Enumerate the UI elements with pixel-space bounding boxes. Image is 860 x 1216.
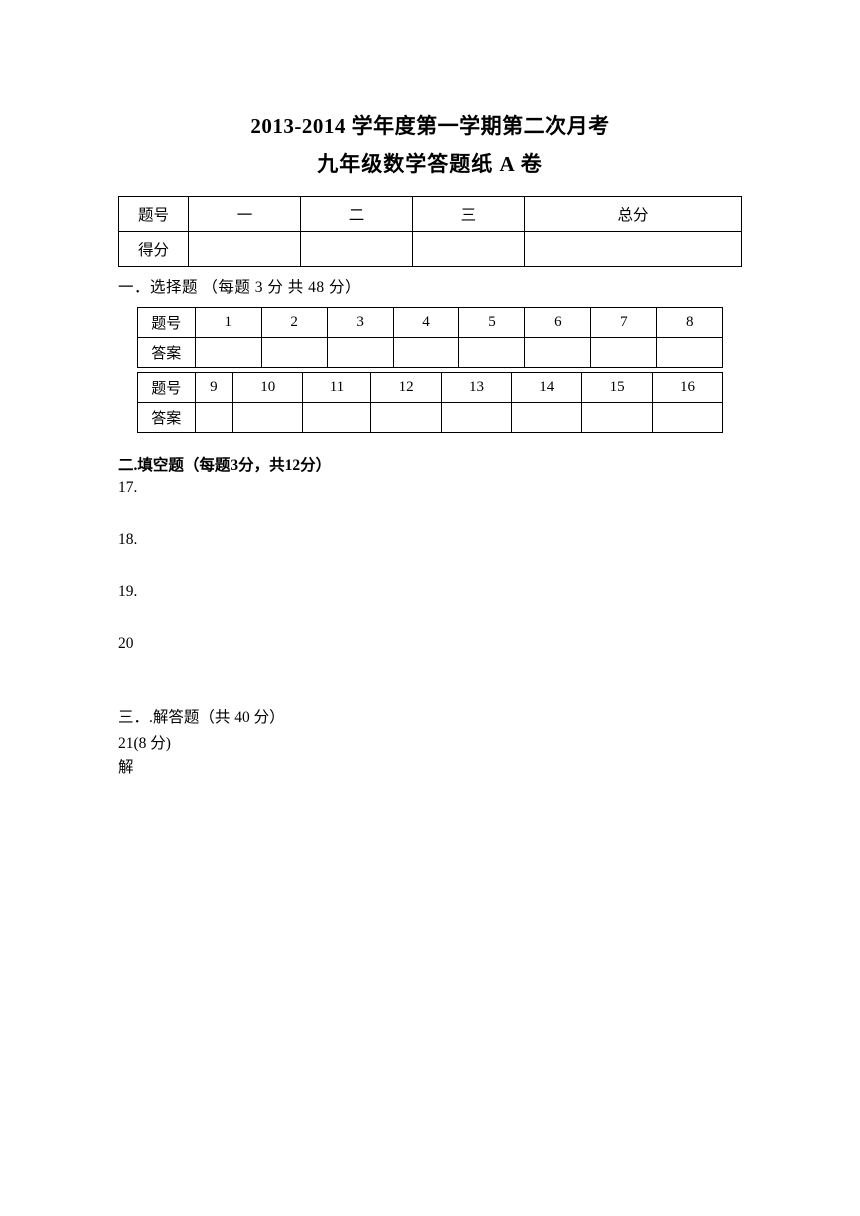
mc-answer-cell bbox=[393, 338, 459, 368]
fill-blank-item: 18. bbox=[118, 531, 742, 549]
table-row: 答案 bbox=[137, 338, 723, 368]
mc-answer-cell bbox=[327, 338, 393, 368]
question-21-label: 21(8 分) bbox=[118, 731, 742, 753]
fill-blank-item: 17. bbox=[118, 479, 742, 497]
mc-number-cell: 8 bbox=[657, 308, 723, 338]
mc-row-label: 答案 bbox=[137, 338, 195, 368]
score-summary-table: 题号 一 二 三 总分 得分 bbox=[118, 196, 742, 267]
mc-answer-cell bbox=[512, 403, 582, 433]
score-row-label: 题号 bbox=[119, 197, 189, 232]
mc-answer-cell bbox=[441, 403, 511, 433]
mc-answer-cell bbox=[582, 403, 652, 433]
score-col-header: 二 bbox=[300, 197, 412, 232]
table-row: 题号 9 10 11 12 13 14 15 16 bbox=[137, 373, 723, 403]
mc-answer-cell bbox=[652, 403, 722, 433]
multiple-choice-table-1: 题号 1 2 3 4 5 6 7 8 答案 bbox=[137, 307, 724, 368]
mc-number-cell: 11 bbox=[303, 373, 371, 403]
mc-number-cell: 10 bbox=[233, 373, 303, 403]
mc-answer-cell bbox=[195, 338, 261, 368]
mc-answer-cell bbox=[591, 338, 657, 368]
mc-number-cell: 5 bbox=[459, 308, 525, 338]
multiple-choice-table-2: 题号 9 10 11 12 13 14 15 16 答案 bbox=[137, 372, 724, 433]
mc-number-cell: 12 bbox=[371, 373, 441, 403]
solve-label: 解 bbox=[118, 755, 742, 777]
score-cell bbox=[300, 232, 412, 267]
mc-answer-cell bbox=[195, 403, 232, 433]
table-row: 答案 bbox=[137, 403, 723, 433]
title-line-1: 2013-2014 学年度第一学期第二次月考 bbox=[118, 110, 742, 140]
score-col-header: 总分 bbox=[524, 197, 741, 232]
mc-number-cell: 6 bbox=[525, 308, 591, 338]
page-title-block: 2013-2014 学年度第一学期第二次月考 九年级数学答题纸 A 卷 bbox=[118, 110, 742, 178]
mc-answer-cell bbox=[233, 403, 303, 433]
mc-answer-cell bbox=[261, 338, 327, 368]
mc-row-label: 题号 bbox=[137, 373, 195, 403]
mc-number-cell: 14 bbox=[512, 373, 582, 403]
score-row-label: 得分 bbox=[119, 232, 189, 267]
fill-blank-item: 20 bbox=[118, 635, 742, 653]
score-cell bbox=[524, 232, 741, 267]
section1-heading: 一．选择题 （每题 3 分 共 48 分） bbox=[118, 275, 742, 297]
table-row: 题号 一 二 三 总分 bbox=[119, 197, 742, 232]
mc-answer-cell bbox=[303, 403, 371, 433]
mc-row-label: 题号 bbox=[137, 308, 195, 338]
title-line-2: 九年级数学答题纸 A 卷 bbox=[118, 148, 742, 178]
mc-answer-cell bbox=[525, 338, 591, 368]
mc-number-cell: 13 bbox=[441, 373, 511, 403]
table-row: 题号 1 2 3 4 5 6 7 8 bbox=[137, 308, 723, 338]
mc-number-cell: 9 bbox=[195, 373, 232, 403]
mc-number-cell: 7 bbox=[591, 308, 657, 338]
mc-answer-cell bbox=[657, 338, 723, 368]
mc-number-cell: 16 bbox=[652, 373, 722, 403]
mc-answer-cell bbox=[371, 403, 441, 433]
mc-number-cell: 3 bbox=[327, 308, 393, 338]
score-cell bbox=[412, 232, 524, 267]
table-row: 得分 bbox=[119, 232, 742, 267]
mc-number-cell: 4 bbox=[393, 308, 459, 338]
section3-heading: 三．.解答题（共 40 分） bbox=[118, 705, 742, 727]
section2-heading: 二.填空题（每题3分，共12分） bbox=[118, 453, 742, 475]
score-col-header: 一 bbox=[189, 197, 301, 232]
mc-number-cell: 1 bbox=[195, 308, 261, 338]
fill-blank-item: 19. bbox=[118, 583, 742, 601]
mc-row-label: 答案 bbox=[137, 403, 195, 433]
mc-number-cell: 15 bbox=[582, 373, 652, 403]
score-cell bbox=[189, 232, 301, 267]
score-col-header: 三 bbox=[412, 197, 524, 232]
mc-number-cell: 2 bbox=[261, 308, 327, 338]
mc-answer-cell bbox=[459, 338, 525, 368]
